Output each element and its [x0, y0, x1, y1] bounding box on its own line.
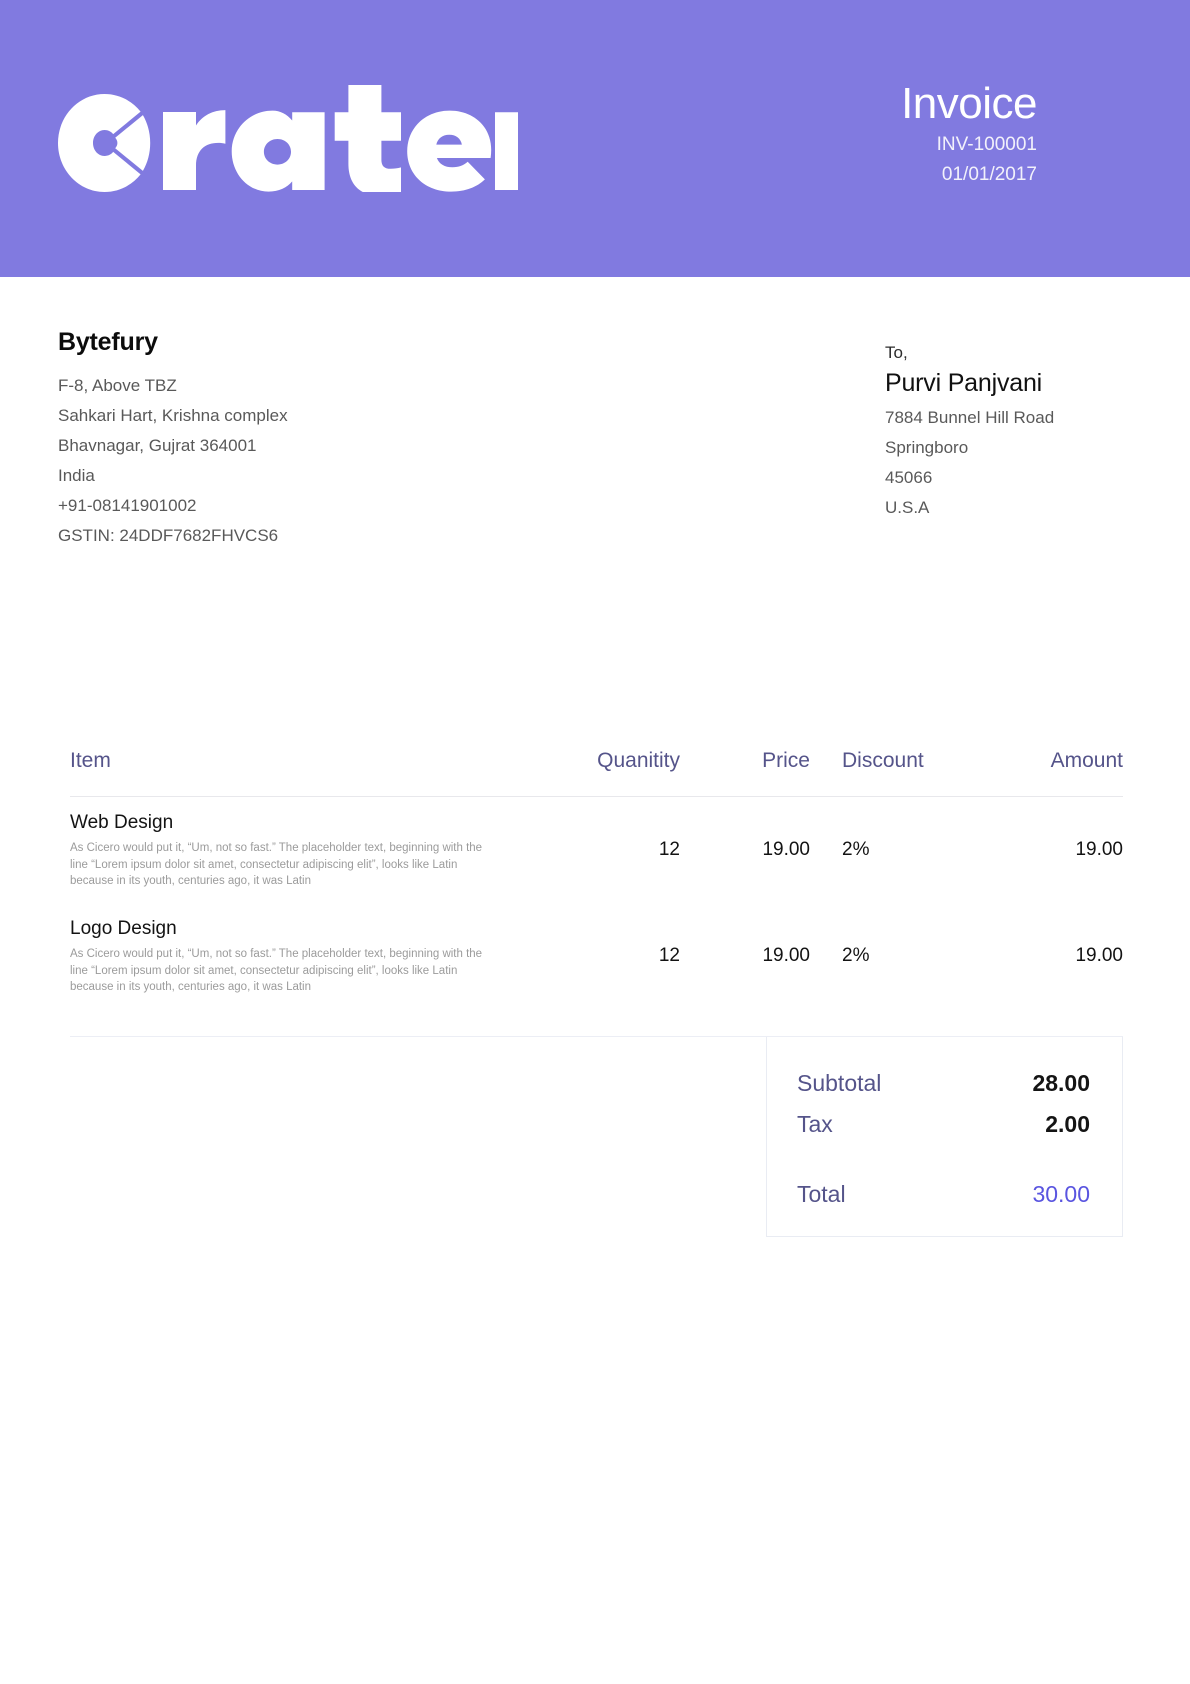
totals-panel: Subtotal 28.00 Tax 2.00 Total 30.00 — [766, 1037, 1123, 1237]
line-item-discount: 2% — [842, 945, 870, 966]
recipient-postal-code: 45066 — [885, 468, 933, 487]
recipient-name: Purvi Panjvani — [885, 369, 1043, 397]
line-item-cell: Logo Design As Cicero would put it, “Um,… — [70, 916, 540, 996]
totals-divider — [70, 1036, 1123, 1037]
sender-address-line: Bhavnagar, Gujrat 364001 — [58, 436, 257, 455]
column-header-amount: Amount — [1050, 749, 1123, 772]
line-item-amount: 19.00 — [1075, 945, 1123, 966]
line-item-discount: 2% — [842, 839, 870, 860]
crater-wordmark-icon — [58, 82, 518, 192]
column-header-quantity: Quanitity — [597, 749, 680, 772]
sender-address-line: F-8, Above TBZ — [58, 376, 177, 395]
sender-address-block: Bytefury F-8, Above TBZ Sahkari Hart, Kr… — [58, 327, 538, 551]
invoice-header-band: Invoice INV-100001 01/01/2017 — [0, 0, 1190, 277]
total-label: Total — [797, 1181, 846, 1207]
line-item-name: Web Design — [70, 812, 174, 834]
column-header-item: Item — [70, 749, 111, 772]
table-row: Logo Design As Cicero would put it, “Um,… — [70, 903, 1123, 1009]
recipient-country: U.S.A — [885, 498, 930, 517]
line-item-price: 19.00 — [762, 839, 810, 860]
recipient-label: To, — [885, 343, 908, 362]
line-item-cell: Web Design As Cicero would put it, “Um, … — [70, 810, 540, 890]
table-row: Web Design As Cicero would put it, “Um, … — [70, 797, 1123, 903]
tax-value: 2.00 — [1045, 1111, 1090, 1137]
line-item-price: 19.00 — [762, 945, 810, 966]
sender-company-name: Bytefury — [58, 328, 158, 356]
subtotal-label: Subtotal — [797, 1070, 882, 1096]
sender-phone: +91-08141901002 — [58, 496, 197, 515]
subtotal-value: 28.00 — [1032, 1070, 1090, 1096]
line-items-table: Item Quanitity Price Discount Amount Web… — [70, 748, 1123, 1009]
tax-label: Tax — [797, 1111, 833, 1137]
line-item-description: As Cicero would put it, “Um, not so fast… — [70, 948, 483, 994]
subtotal-row: Subtotal 28.00 — [797, 1067, 1090, 1099]
sender-address-line: India — [58, 466, 95, 485]
invoice-date: 01/01/2017 — [941, 164, 1037, 185]
line-item-description: As Cicero would put it, “Um, not so fast… — [70, 842, 483, 888]
column-header-price: Price — [762, 749, 810, 772]
sender-gstin: GSTIN: 24DDF7682FHVCS6 — [58, 526, 279, 545]
line-item-amount: 19.00 — [1075, 839, 1123, 860]
recipient-address-block: To, Purvi Panjvani 7884 Bunnel Hill Road… — [885, 340, 1145, 523]
invoice-title: Invoice — [901, 79, 1037, 128]
total-value: 30.00 — [1032, 1181, 1090, 1207]
line-item-quantity: 12 — [658, 839, 680, 860]
invoice-number: INV-100001 — [936, 134, 1037, 155]
line-item-quantity: 12 — [658, 945, 680, 966]
total-row: Total 30.00 — [797, 1178, 1090, 1210]
table-header-row: Item Quanitity Price Discount Amount — [70, 748, 1123, 797]
recipient-address-line: 7884 Bunnel Hill Road — [885, 408, 1055, 427]
sender-address-line: Sahkari Hart, Krishna complex — [58, 406, 288, 425]
tax-row: Tax 2.00 — [797, 1108, 1090, 1140]
invoice-meta: Invoice INV-100001 01/01/2017 — [901, 78, 1037, 190]
line-item-name: Logo Design — [70, 918, 177, 940]
recipient-address-line: Springboro — [885, 438, 969, 457]
column-header-discount: Discount — [842, 749, 924, 772]
